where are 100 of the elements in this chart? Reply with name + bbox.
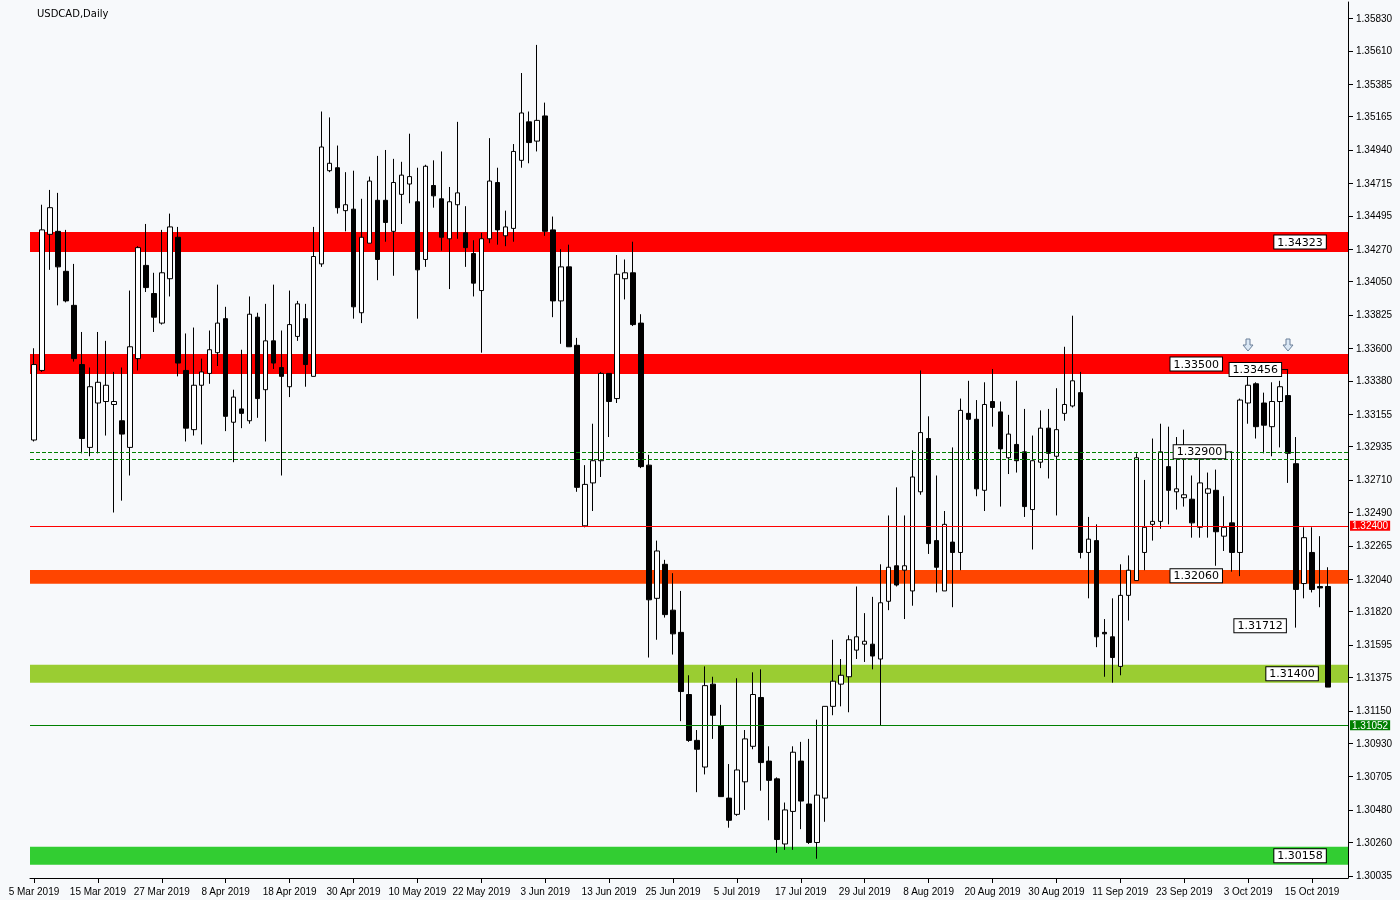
y-tick-label: 1.32040 xyxy=(1356,573,1393,585)
candlestick xyxy=(199,358,204,445)
candlestick xyxy=(702,665,708,775)
x-tick-label: 23 Sep 2019 xyxy=(1155,885,1214,897)
candlestick xyxy=(127,290,133,477)
candlestick xyxy=(1237,398,1243,577)
y-tick-label: 1.32710 xyxy=(1356,474,1393,486)
y-tick-label: 1.30705 xyxy=(1356,771,1393,783)
candlestick xyxy=(1014,380,1019,474)
candlestick xyxy=(1261,392,1267,454)
candlestick xyxy=(1213,469,1219,567)
candlestick xyxy=(1221,495,1227,552)
candlestick xyxy=(1038,409,1043,469)
band-label: 1.34323 xyxy=(1277,235,1323,249)
candlestick xyxy=(1134,452,1139,582)
candlestick xyxy=(982,381,987,512)
candlestick xyxy=(47,189,53,271)
annotation: 1.32900 xyxy=(1176,445,1223,459)
candlestick xyxy=(447,186,452,290)
candlestick xyxy=(1126,554,1131,622)
annotation: 1.31712 xyxy=(1237,619,1283,633)
x-tick-label: 22 May 2019 xyxy=(452,885,511,897)
candlestick xyxy=(910,449,915,607)
candlestick xyxy=(463,205,468,268)
candlestick xyxy=(710,676,716,740)
candlestick xyxy=(319,111,324,268)
candlestick xyxy=(287,290,292,398)
y-tick-label: 1.31150 xyxy=(1356,705,1392,717)
y-tick-label: 1.35830 xyxy=(1356,12,1393,24)
y-tick-label: 1.33600 xyxy=(1356,342,1393,354)
candlestick xyxy=(143,223,149,293)
candlestick xyxy=(838,658,844,707)
x-tick-label: 5 Jul 2019 xyxy=(713,885,761,897)
candlestick xyxy=(423,164,428,268)
x-tick-label: 30 Aug 2019 xyxy=(1028,885,1085,897)
candlestick xyxy=(734,677,740,817)
candlestick xyxy=(1301,526,1307,599)
y-tick-label: 1.34715 xyxy=(1356,177,1393,189)
candlestick xyxy=(694,729,700,793)
y-tick-label: 1.34050 xyxy=(1356,276,1393,288)
candlestick xyxy=(39,204,45,373)
y-tick-label: 1.30260 xyxy=(1356,836,1393,848)
y-tick-label: 1.33825 xyxy=(1356,309,1393,321)
candlestick xyxy=(119,366,125,502)
candlestick xyxy=(71,263,77,363)
candlestick xyxy=(1102,618,1107,678)
candlestick xyxy=(782,802,788,851)
y-tick-label: 1.32935 xyxy=(1356,441,1393,453)
candlestick xyxy=(526,111,532,164)
candlestick xyxy=(495,167,500,246)
candlestick xyxy=(670,572,676,656)
candlestick xyxy=(654,540,660,641)
candlestick xyxy=(1166,426,1171,525)
candlestick xyxy=(630,241,636,327)
y-tick-label: 1.34495 xyxy=(1356,210,1393,222)
candlestick xyxy=(718,704,724,798)
candlestick xyxy=(159,229,165,326)
candlestick xyxy=(135,245,141,371)
y-tick-label: 1.30035 xyxy=(1356,870,1393,882)
candlestick xyxy=(758,668,764,792)
candlestick xyxy=(1269,381,1275,457)
candlestick xyxy=(862,612,867,663)
x-tick-label: 15 Oct 2019 xyxy=(1284,885,1340,897)
candlestick xyxy=(335,145,340,215)
candlestick xyxy=(918,369,923,496)
y-tick-label: 1.35165 xyxy=(1356,111,1393,123)
band-label: 1.31400 xyxy=(1269,667,1315,681)
candlestick xyxy=(942,510,947,592)
candlestick xyxy=(1054,387,1059,516)
x-tick-label: 13 Jun 2019 xyxy=(581,885,638,897)
candlestick xyxy=(574,337,580,493)
candlestick xyxy=(415,167,420,320)
y-tick-label: 1.33380 xyxy=(1356,375,1393,387)
candlestick xyxy=(1253,381,1259,440)
candlestick xyxy=(1158,423,1163,530)
candlestick xyxy=(550,216,556,318)
candlestick xyxy=(471,239,476,297)
x-tick-label: 20 Aug 2019 xyxy=(964,885,1022,897)
candlestick xyxy=(798,741,804,830)
candlestick xyxy=(822,705,828,823)
candlestick xyxy=(1189,475,1195,539)
candlestick xyxy=(55,192,61,306)
candlestick xyxy=(63,229,69,303)
candlestick xyxy=(399,161,404,225)
candlestick xyxy=(351,170,356,320)
candlestick xyxy=(311,226,316,377)
candlestick xyxy=(191,327,197,437)
candlestick xyxy=(503,210,508,247)
candlestick xyxy=(231,389,236,463)
x-tick-label: 29 Jul 2019 xyxy=(838,885,892,897)
candlestick xyxy=(886,514,891,611)
candlestick xyxy=(854,585,859,660)
x-tick-label: 17 Jul 2019 xyxy=(774,885,828,897)
candlestick xyxy=(1205,472,1211,539)
x-tick-label: 8 Aug 2019 xyxy=(903,885,955,897)
candlestick xyxy=(151,272,157,333)
annotation: 1.33456 xyxy=(1232,363,1279,377)
candlestick xyxy=(926,415,931,555)
candlestick xyxy=(367,176,372,244)
candlestick xyxy=(742,729,748,811)
